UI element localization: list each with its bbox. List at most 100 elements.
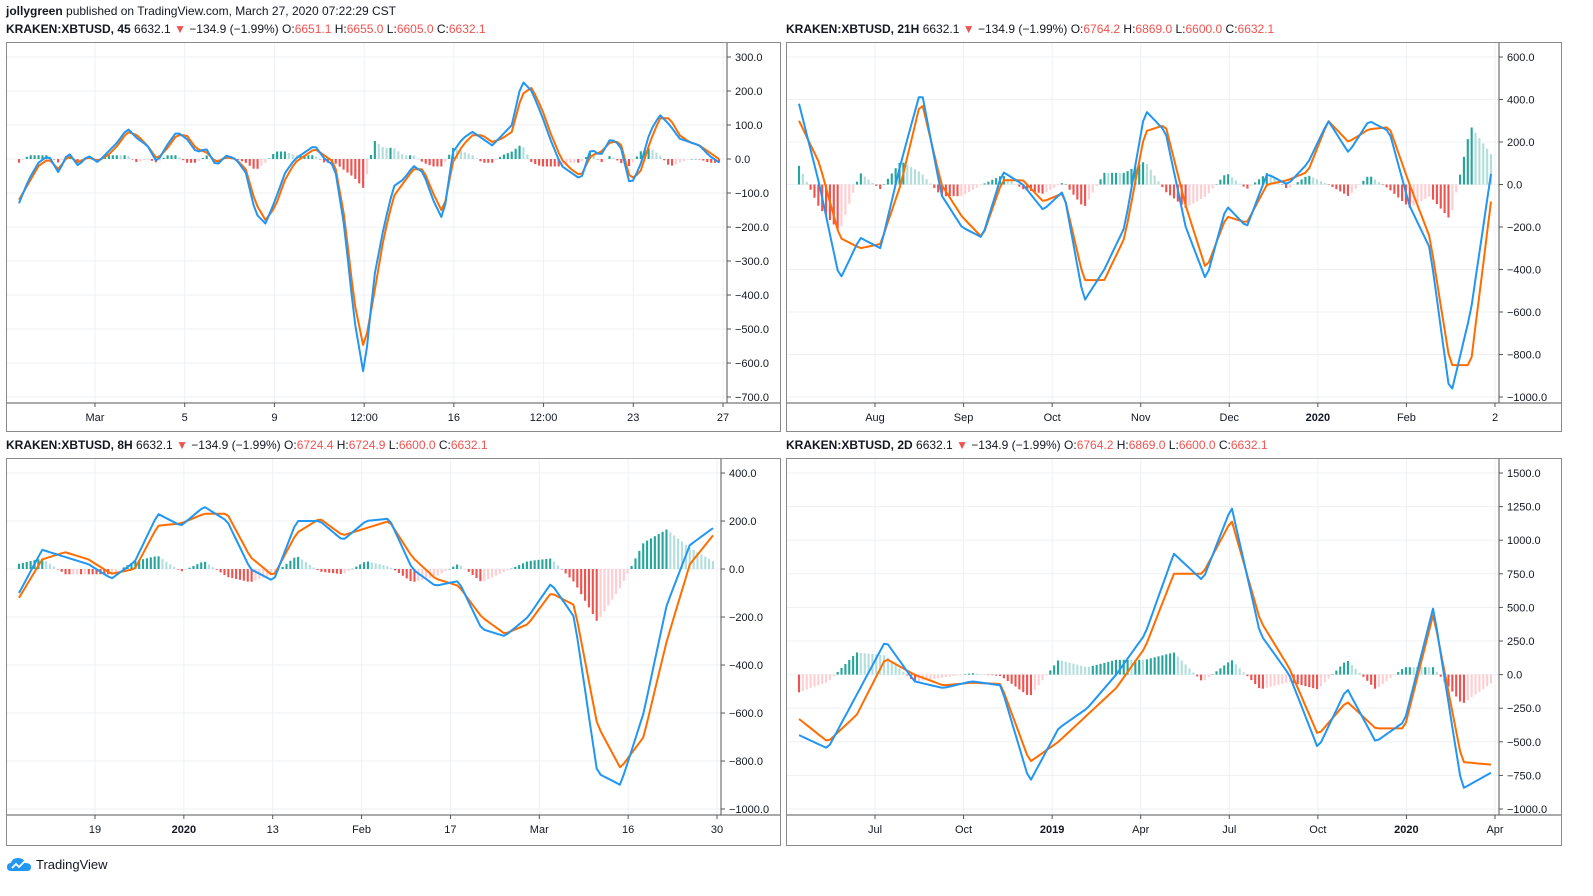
histogram-bar: [1269, 175, 1272, 185]
x-tick-label: Dec: [1220, 412, 1240, 424]
histogram-bar: [1451, 184, 1454, 211]
histogram-bar: [840, 184, 843, 227]
histogram-bar: [1114, 172, 1118, 185]
histogram-bar: [57, 159, 60, 163]
x-tick-label: 2020: [172, 824, 196, 836]
histogram-bar: [200, 562, 203, 569]
histogram-bar: [635, 156, 638, 159]
histogram-bar: [335, 569, 338, 574]
histogram-bar: [690, 159, 693, 160]
macd-line: [798, 507, 1492, 789]
histogram-bar: [616, 159, 619, 161]
last-price: 6632.1: [136, 438, 173, 452]
chart-panel[interactable]: 400.0 200.0 0.0 −200.0 −400.0 −600.0 −800.0 −10…: [6, 458, 781, 846]
histogram-bar: [549, 558, 552, 569]
histogram-bar: [1037, 674, 1040, 686]
low-key: L:: [388, 438, 399, 452]
histogram-bar: [1219, 179, 1222, 185]
histogram-bar: [1014, 184, 1017, 185]
histogram-bar: [840, 667, 843, 675]
histogram-bar: [1462, 156, 1465, 185]
histogram-bar: [264, 159, 267, 163]
histogram-bar: [522, 147, 525, 159]
x-tick-label: Oct: [1044, 412, 1061, 424]
x-tick-label: 2020: [1306, 412, 1330, 424]
histogram-bar: [110, 569, 114, 574]
chart-panel[interactable]: 300.0 200.0 100.0 0.0 −100.0 −200.0 −300.0 −400…: [6, 42, 781, 432]
histogram-bar: [541, 159, 545, 167]
histogram-bar: [1428, 184, 1431, 197]
histogram-bar: [1358, 184, 1361, 185]
x-tick-label: 30: [711, 824, 723, 836]
histogram-bar: [1265, 674, 1268, 688]
histogram-bar: [1443, 184, 1446, 214]
symbol-label: KRAKEN:XBTUSD, 45: [6, 22, 131, 36]
y-tick-label: −200.0: [729, 612, 763, 624]
histogram-bar: [1254, 674, 1257, 685]
histogram-bar: [21, 562, 24, 569]
histogram-bar: [1451, 674, 1454, 692]
histogram-bar: [459, 565, 463, 569]
histogram-bar: [1076, 664, 1079, 675]
histogram-bar: [1323, 182, 1326, 185]
close-value: 6632.1: [448, 22, 486, 36]
histogram-bar: [281, 566, 284, 569]
x-tick-label: Mar: [86, 412, 105, 424]
histogram-bar: [1029, 674, 1033, 696]
histogram-bar: [119, 155, 122, 159]
author-name[interactable]: jollygreen: [6, 4, 63, 18]
y-tick-label: −600.0: [729, 708, 763, 720]
tradingview-logo[interactable]: TradingView: [6, 856, 108, 872]
chart-svg[interactable]: 400.0 200.0 0.0 −200.0 −400.0 −600.0 −800.0 −10…: [7, 459, 780, 845]
chart-panel[interactable]: 600.0 400.0 200.0 0.0 −200.0 −400.0 −600.0 −800…: [786, 42, 1562, 432]
y-tick-label: −600.0: [735, 358, 769, 370]
histogram-bar: [91, 569, 94, 575]
histogram-bar: [369, 154, 373, 159]
histogram-bar: [587, 569, 590, 608]
histogram-bar: [1315, 179, 1319, 185]
histogram-bar: [1018, 674, 1021, 690]
histogram-bar: [456, 564, 459, 569]
histogram-bar: [569, 159, 572, 164]
chart-panel[interactable]: 1500.0 1250.0 1000.0 750.0 500.0 250.0 0.0 −250…: [786, 458, 1562, 846]
histogram-bar: [1053, 184, 1056, 188]
histogram-bar: [207, 564, 211, 569]
histogram-bar: [401, 154, 404, 159]
histogram-bar: [1076, 184, 1079, 200]
histogram-bar: [801, 674, 804, 691]
histogram-bar: [1343, 662, 1346, 675]
histogram-bar: [809, 674, 812, 689]
histogram-bar: [444, 159, 447, 163]
histogram-bar: [193, 159, 197, 163]
brand-text: TradingView: [36, 856, 108, 872]
histogram-bar: [971, 673, 975, 675]
histogram-bar: [1184, 184, 1187, 208]
chart-svg[interactable]: 300.0 200.0 100.0 0.0 −100.0 −200.0 −300.0 −400…: [7, 43, 780, 431]
histogram-bar: [1064, 661, 1067, 675]
histogram-bar: [647, 148, 650, 159]
histogram-bar: [1138, 164, 1141, 185]
histogram-bar: [103, 569, 106, 575]
x-tick-label: 19: [89, 824, 101, 836]
histogram-bar: [1188, 668, 1191, 675]
histogram-bar: [525, 561, 528, 569]
close-value: 6632.1: [450, 438, 488, 452]
histogram-bar: [293, 557, 296, 569]
y-tick-label: 250.0: [1507, 636, 1535, 648]
chart-svg[interactable]: 1500.0 1250.0 1000.0 750.0 500.0 250.0 0.0 −250…: [787, 459, 1561, 845]
chart-svg[interactable]: 600.0 400.0 200.0 0.0 −200.0 −400.0 −600.0 −800…: [787, 43, 1561, 431]
histogram-bar: [1230, 177, 1234, 185]
histogram-bar: [929, 183, 932, 185]
histogram-bar: [41, 155, 44, 159]
histogram-bar: [541, 559, 544, 569]
x-tick-label: 16: [448, 412, 460, 424]
x-tick-label: Jul: [1222, 824, 1236, 836]
histogram-bar: [87, 569, 90, 575]
down-arrow-icon: ▼: [959, 22, 978, 36]
histogram-bar: [370, 562, 373, 569]
histogram-bar: [995, 674, 998, 676]
histogram-bar: [362, 159, 365, 188]
histogram-bar: [1060, 183, 1063, 185]
histogram-bar: [875, 184, 878, 186]
symbol-label: KRAKEN:XBTUSD, 8H: [6, 438, 133, 452]
